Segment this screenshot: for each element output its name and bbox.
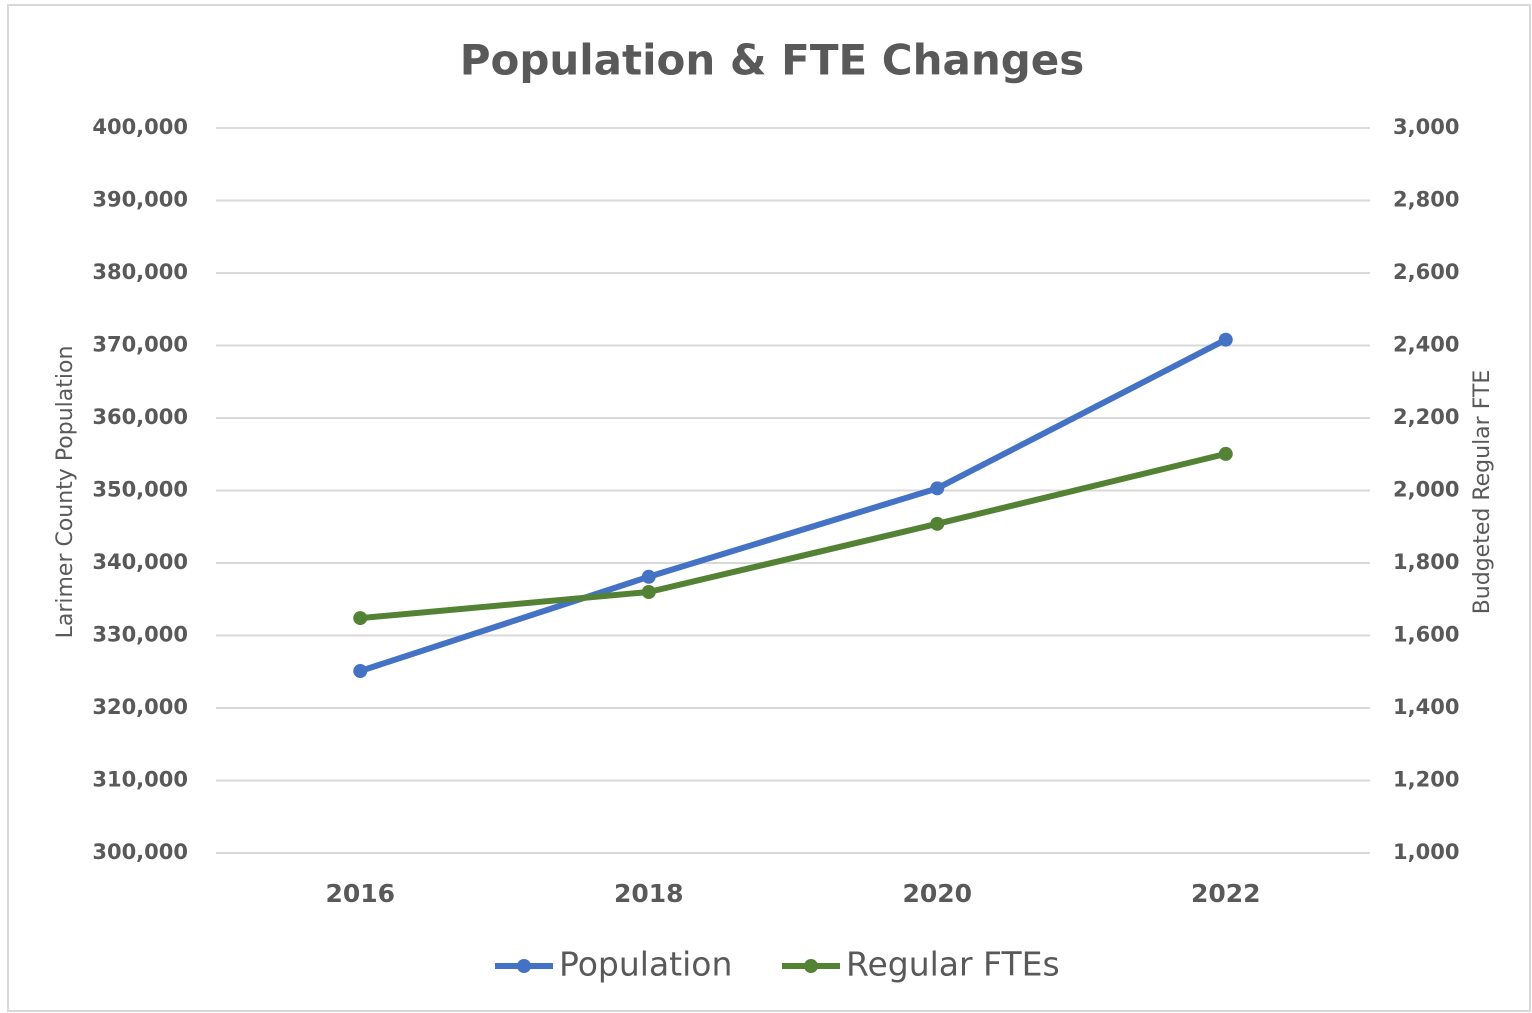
y2-tick-label: 1,000 [1393, 840, 1459, 864]
data-point [641, 569, 656, 584]
y2-tick-label: 1,600 [1393, 623, 1459, 647]
y-tick-label: 310,000 [92, 768, 188, 792]
legend-label: Population [559, 945, 732, 984]
y-tick-label: 390,000 [92, 188, 188, 212]
y-tick-label: 300,000 [92, 840, 188, 864]
y2-tick-label: 2,800 [1393, 188, 1459, 212]
y-tick-label: 360,000 [92, 405, 188, 429]
y2-tick-label: 2,200 [1393, 405, 1459, 429]
y-tick-label: 340,000 [92, 550, 188, 574]
y2-tick-label: 2,000 [1393, 478, 1459, 502]
legend-marker [804, 959, 818, 973]
y2-axis-title: Budgeted Regular FTE [1470, 370, 1495, 615]
y-tick-label: 350,000 [92, 478, 188, 502]
legend-label: Regular FTEs [846, 945, 1060, 984]
y2-tick-label: 1,200 [1393, 768, 1459, 792]
data-point [930, 481, 945, 496]
series-line [359, 450, 1227, 622]
x-tick-label: 2022 [1191, 879, 1261, 908]
y-tick-label: 370,000 [92, 333, 188, 357]
y-tick-label: 330,000 [92, 623, 188, 647]
y2-tick-label: 3,000 [1393, 115, 1459, 139]
data-point [930, 516, 945, 531]
y-axis-title: Larimer County Population [53, 346, 78, 639]
x-tick-label: 2020 [902, 879, 972, 908]
y-tick-label: 320,000 [92, 695, 188, 719]
y-tick-label: 400,000 [92, 115, 188, 139]
y2-tick-label: 2,400 [1393, 333, 1459, 357]
y-tick-label: 380,000 [92, 260, 188, 284]
data-point [353, 611, 368, 626]
data-point [1218, 446, 1233, 461]
y2-tick-label: 2,600 [1393, 260, 1459, 284]
chart-title: Population & FTE Changes [460, 36, 1085, 85]
x-tick-label: 2016 [325, 879, 395, 908]
y2-tick-label: 1,400 [1393, 695, 1459, 719]
chart-frame [7, 4, 1531, 1012]
y2-tick-label: 1,800 [1393, 550, 1459, 574]
x-tick-label: 2018 [614, 879, 684, 908]
data-point [353, 664, 368, 679]
data-point [641, 585, 656, 599]
legend-marker [517, 959, 531, 973]
data-point [1218, 332, 1233, 347]
series-line [359, 337, 1228, 674]
